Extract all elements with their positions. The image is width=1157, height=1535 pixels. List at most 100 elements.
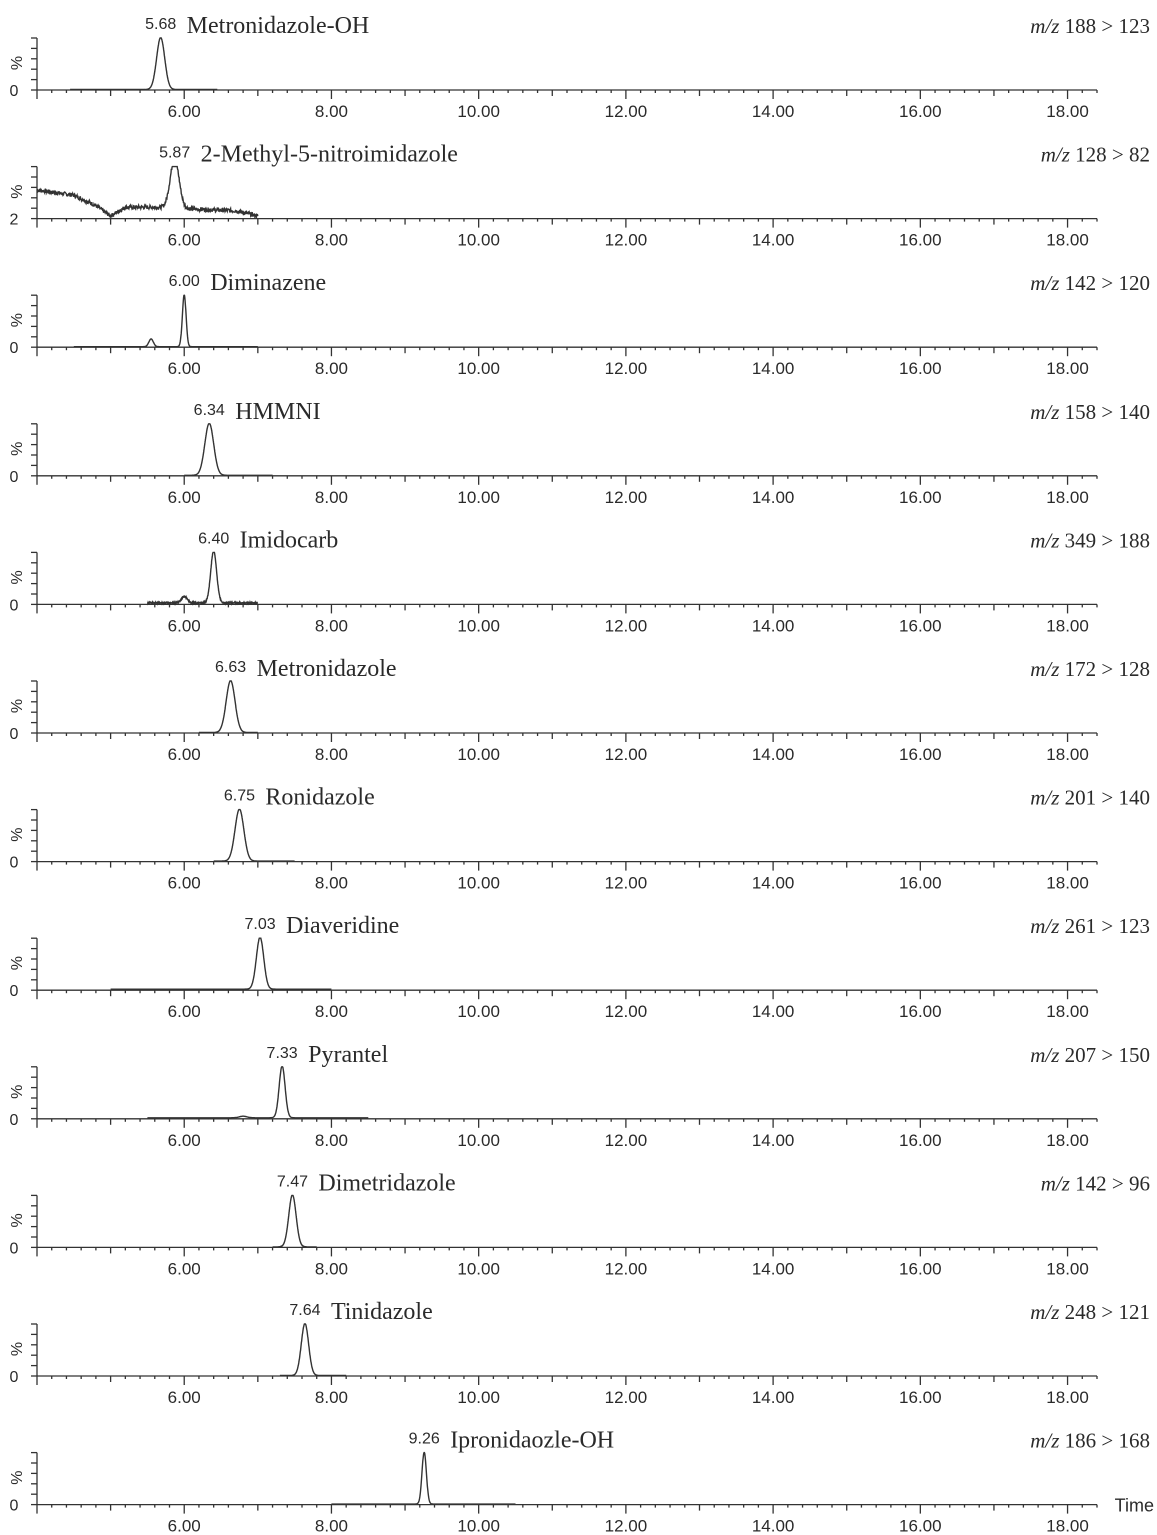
compound-label: Tinidazole xyxy=(331,1299,433,1325)
x-tick-label: 6.00 xyxy=(168,102,201,121)
mz-value: 128 > 82 xyxy=(1075,143,1150,167)
mz-prefix: m/z xyxy=(1030,400,1059,424)
y-zero-label: 0 xyxy=(10,1112,19,1129)
x-tick-label: 14.00 xyxy=(752,616,795,635)
x-tick-label: 16.00 xyxy=(899,488,942,507)
mz-transition-label: m/z 186 > 168 xyxy=(1030,1429,1150,1453)
compound-label: Ipronidaozle-OH xyxy=(450,1428,614,1454)
x-axis-title: Time xyxy=(1115,1496,1154,1516)
mz-transition-label: m/z 172 > 128 xyxy=(1030,657,1150,681)
x-tick-label: 14.00 xyxy=(752,874,795,893)
mz-transition-label: m/z 248 > 121 xyxy=(1030,1300,1150,1324)
x-tick-label: 8.00 xyxy=(315,1517,348,1535)
x-tick-label: 16.00 xyxy=(899,359,942,378)
y-zero-label: 0 xyxy=(10,597,19,614)
mz-prefix: m/z xyxy=(1030,1300,1059,1324)
x-tick-label: 8.00 xyxy=(315,616,348,635)
panel-9: 6.00 8.00 10.00 12.00 14.00 16.00 18.00 0% 7.33 P… xyxy=(9,1042,1150,1150)
x-tick-label: 12.00 xyxy=(605,231,648,250)
x-tick-label: 14.00 xyxy=(752,745,795,764)
y-zero-label: 0 xyxy=(10,855,19,872)
x-tick-label: 12.00 xyxy=(605,745,648,764)
mz-transition-label: m/z 207 > 150 xyxy=(1030,1043,1150,1067)
compound-label: Diaveridine xyxy=(286,913,399,939)
retention-time-label: 6.40 xyxy=(198,530,229,547)
x-tick-label: 16.00 xyxy=(899,1388,942,1407)
panel-4: 6.00 8.00 10.00 12.00 14.00 16.00 18.00 0% 6.34 H… xyxy=(9,399,1150,507)
panel-5: 6.00 8.00 10.00 12.00 14.00 16.00 18.00 0% 6.40 I… xyxy=(9,527,1150,635)
chromatogram-trace xyxy=(146,551,259,607)
x-tick-label: 6.00 xyxy=(168,488,201,507)
y-axis-label: % xyxy=(9,313,26,327)
y-axis-label: % xyxy=(9,570,26,584)
chromatogram-trace xyxy=(198,680,258,734)
x-tick-label: 18.00 xyxy=(1046,1259,1089,1278)
y-axis-label: % xyxy=(9,956,26,970)
mz-value: 172 > 128 xyxy=(1065,657,1150,681)
x-tick-label: 8.00 xyxy=(315,874,348,893)
chromatogram-trace xyxy=(147,1066,369,1119)
retention-time-label: 6.00 xyxy=(169,273,200,290)
panel-10: 6.00 8.00 10.00 12.00 14.00 16.00 18.00 0% 7.47 D… xyxy=(9,1170,1150,1278)
x-tick-label: 14.00 xyxy=(752,359,795,378)
y-zero-label: 0 xyxy=(10,726,19,743)
panel-12: 6.00 8.00 10.00 12.00 14.00 16.00 18.00 0% 9.26 I… xyxy=(9,1428,1150,1535)
x-tick-label: 12.00 xyxy=(605,616,648,635)
x-tick-label: 10.00 xyxy=(457,359,500,378)
y-axis-label: % xyxy=(9,699,26,713)
x-tick-label: 16.00 xyxy=(899,1131,942,1150)
x-tick-label: 16.00 xyxy=(899,745,942,764)
y-zero-label: 0 xyxy=(10,469,19,486)
chromatogram-trace xyxy=(331,1451,516,1505)
y-axis-label: % xyxy=(9,827,26,841)
x-tick-label: 6.00 xyxy=(168,745,201,764)
mz-value: 207 > 150 xyxy=(1065,1043,1150,1067)
mz-value: 349 > 188 xyxy=(1065,528,1150,552)
x-tick-label: 12.00 xyxy=(605,488,648,507)
mz-transition-label: m/z 128 > 82 xyxy=(1041,143,1150,167)
chromatogram-trace xyxy=(184,423,273,476)
chromatogram-trace xyxy=(73,294,258,348)
x-tick-label: 12.00 xyxy=(605,874,648,893)
panel-11: 6.00 8.00 10.00 12.00 14.00 16.00 18.00 0% 7.64 T… xyxy=(9,1299,1150,1407)
x-tick-label: 12.00 xyxy=(605,102,648,121)
x-tick-label: 14.00 xyxy=(752,1388,795,1407)
mz-transition-label: m/z 158 > 140 xyxy=(1030,400,1150,424)
x-tick-label: 18.00 xyxy=(1046,488,1089,507)
x-tick-label: 18.00 xyxy=(1046,1388,1089,1407)
retention-time-label: 5.87 xyxy=(159,145,190,162)
mz-prefix: m/z xyxy=(1030,14,1059,38)
mz-transition-label: m/z 261 > 123 xyxy=(1030,914,1150,938)
x-tick-label: 16.00 xyxy=(899,616,942,635)
mz-value: 158 > 140 xyxy=(1065,400,1150,424)
x-tick-label: 6.00 xyxy=(168,616,201,635)
x-tick-label: 6.00 xyxy=(168,874,201,893)
x-tick-label: 18.00 xyxy=(1046,359,1089,378)
y-zero-label: 0 xyxy=(10,83,19,100)
x-tick-label: 18.00 xyxy=(1046,616,1089,635)
y-zero-label: 0 xyxy=(10,983,19,1000)
compound-label: Dimetridazole xyxy=(318,1170,455,1196)
retention-time-label: 5.68 xyxy=(145,16,176,33)
mz-transition-label: m/z 201 > 140 xyxy=(1030,786,1150,810)
chromatogram-trace xyxy=(213,808,295,862)
mz-prefix: m/z xyxy=(1030,1043,1059,1067)
x-tick-label: 10.00 xyxy=(457,1517,500,1535)
chromatogram-trace xyxy=(272,1194,317,1248)
panel-7: 6.00 8.00 10.00 12.00 14.00 16.00 18.00 0% 6.75 R… xyxy=(9,785,1150,893)
x-tick-label: 10.00 xyxy=(457,1131,500,1150)
x-tick-label: 8.00 xyxy=(315,359,348,378)
compound-label: HMMNI xyxy=(235,399,320,425)
x-tick-label: 6.00 xyxy=(168,359,201,378)
chromatogram-trace xyxy=(36,165,259,219)
compound-label: Ronidazole xyxy=(265,785,374,811)
x-tick-label: 18.00 xyxy=(1046,1002,1089,1021)
mz-value: 261 > 123 xyxy=(1065,914,1150,938)
x-tick-label: 16.00 xyxy=(899,1517,942,1535)
retention-time-label: 7.47 xyxy=(277,1173,308,1190)
x-tick-label: 10.00 xyxy=(457,874,500,893)
retention-time-label: 7.03 xyxy=(244,916,275,933)
y-zero-label: 2 xyxy=(10,212,19,229)
x-tick-label: 10.00 xyxy=(457,1002,500,1021)
x-tick-label: 6.00 xyxy=(168,1517,201,1535)
